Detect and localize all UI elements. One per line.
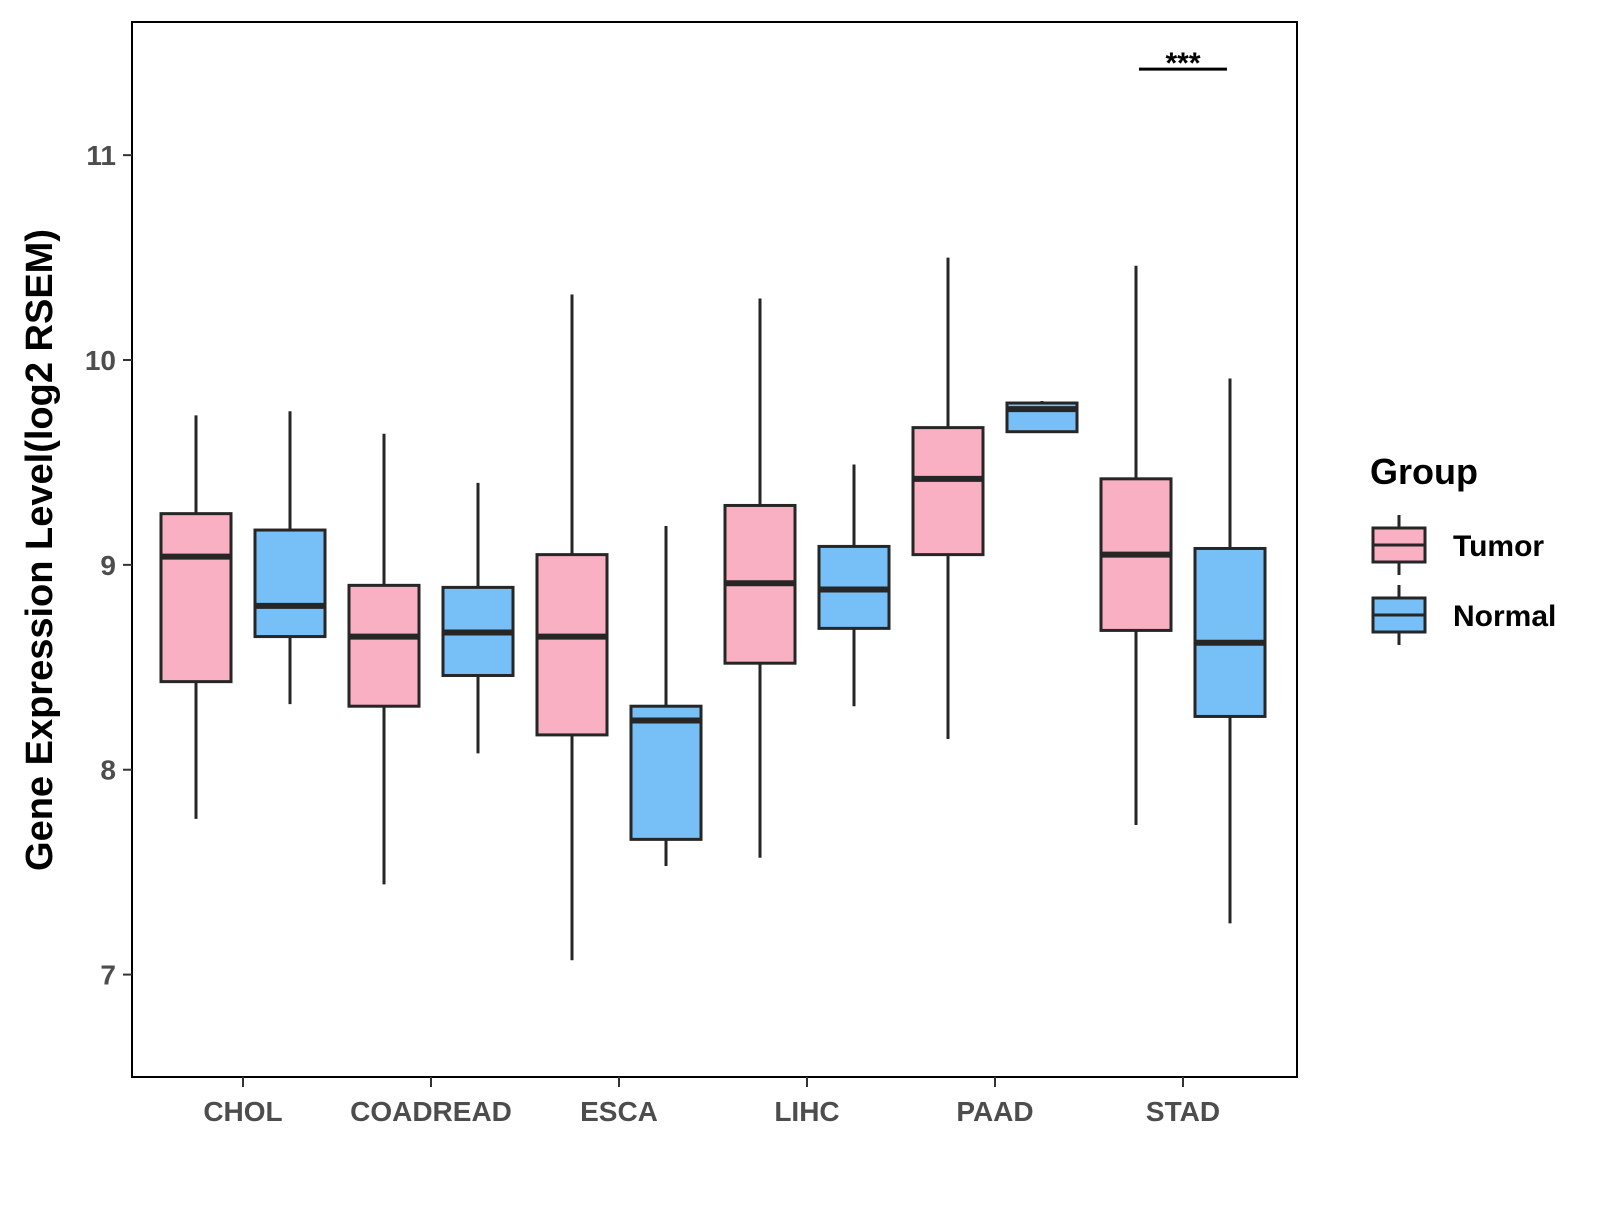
plot-panel (131, 21, 1298, 1078)
x-tick-label: COADREAD (350, 1096, 512, 1127)
box-iqr (347, 583, 421, 708)
box-iqr (535, 553, 609, 737)
plot-border (131, 21, 1298, 1078)
box-iqr (629, 704, 703, 841)
box-iqr (253, 528, 327, 639)
box-normal-esca (629, 525, 703, 866)
annotations-layer: *** (1139, 47, 1227, 80)
box-iqr (911, 426, 985, 557)
box-normal-chol (253, 411, 327, 705)
x-tick-label: LIHC (774, 1096, 839, 1127)
x-axis: CHOL COADREAD ESCA LIHC PAAD STAD (203, 1077, 1220, 1127)
legend-item-tumor: Tumor (1371, 515, 1544, 575)
box-tumor-chol (159, 415, 233, 819)
legend-label: Normal (1453, 600, 1556, 633)
y-tick-label: 9 (100, 550, 116, 581)
box-iqr (1193, 546, 1267, 718)
box-tumor-coadread (347, 433, 421, 885)
box-tumor-stad (1099, 265, 1173, 826)
y-axis-title: Gene Expression Level(log2 RSEM) (19, 229, 61, 871)
y-tick-label: 11 (86, 140, 116, 171)
box-tumor-lihc (723, 298, 797, 858)
x-tick-label: STAD (1146, 1096, 1220, 1127)
significance-label: *** (1165, 47, 1200, 80)
x-tick-label: ESCA (580, 1096, 658, 1127)
x-tick-label: CHOL (203, 1096, 282, 1127)
y-tick-label: 7 (100, 960, 116, 991)
legend-title: Group (1370, 451, 1478, 492)
box-iqr (159, 512, 233, 684)
y-tick-label: 10 (85, 345, 116, 376)
box-tumor-esca (535, 294, 609, 961)
box-normal-coadread (441, 482, 515, 754)
legend-label: Tumor (1453, 530, 1544, 563)
x-tick-label: PAAD (956, 1096, 1033, 1127)
legend: Group Tumor Normal (1370, 451, 1556, 645)
y-axis: 7 8 9 10 11 (85, 140, 132, 991)
box-tumor-paad (911, 257, 985, 739)
box-normal-lihc (817, 464, 891, 707)
box-normal-paad (1005, 400, 1079, 434)
box-normal-stad (1193, 378, 1267, 924)
y-tick-label: 8 (100, 755, 116, 786)
legend-item-normal: Normal (1371, 585, 1556, 645)
boxes-layer (159, 257, 1267, 961)
